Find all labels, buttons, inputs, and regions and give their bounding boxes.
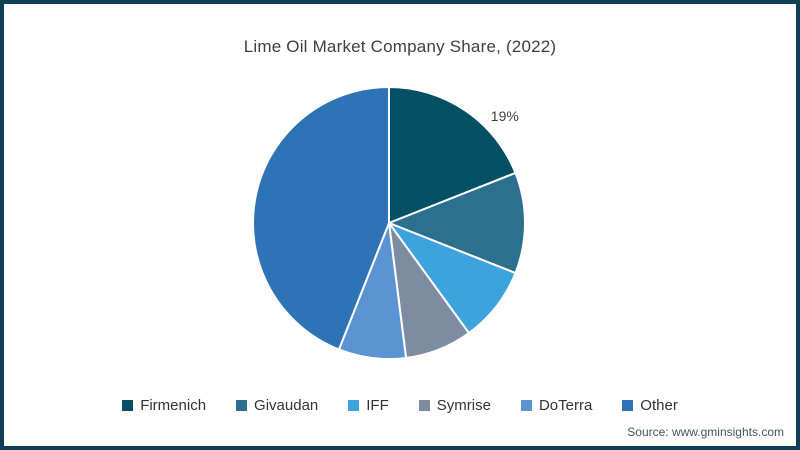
legend-swatch-doterra	[520, 400, 532, 411]
pie-slice-firmenich	[388, 86, 517, 224]
legend-item-other: Other	[622, 397, 678, 414]
legend-label-firmenich: Firmenich	[140, 397, 207, 414]
pie-chart: 19%	[252, 86, 526, 361]
source-attribution: Source: www.gminsights.com	[627, 425, 784, 439]
pie-slice-label-firmenich: 19%	[491, 108, 519, 124]
legend-item-iff: IFF	[348, 397, 389, 414]
legend-label-symrise: Symrise	[436, 397, 491, 414]
legend-item-symrise: Symrise	[418, 397, 491, 414]
legend-item-givaudan: Givaudan	[236, 397, 318, 414]
legend-swatch-other	[622, 400, 634, 411]
legend-swatch-iff	[348, 400, 360, 411]
chart-title: Lime Oil Market Company Share, (2022)	[243, 37, 557, 56]
legend-swatch-firmenich	[122, 400, 134, 411]
legend-label-doterra: DoTerra	[538, 397, 593, 414]
pie-slice-givaudan	[388, 171, 526, 275]
legend-label-other: Other	[640, 397, 678, 414]
legend-item-doterra: DoTerra	[520, 397, 593, 414]
legend-swatch-givaudan	[236, 400, 248, 411]
legend-label-iff: IFF	[366, 397, 389, 414]
chart-legend: Firmenich Givaudan IFF Symrise DoTerra O…	[4, 397, 796, 414]
legend-item-firmenich: Firmenich	[122, 397, 206, 414]
legend-label-givaudan: Givaudan	[254, 397, 319, 414]
legend-swatch-symrise	[418, 400, 430, 411]
pie-slice-other	[252, 86, 390, 351]
